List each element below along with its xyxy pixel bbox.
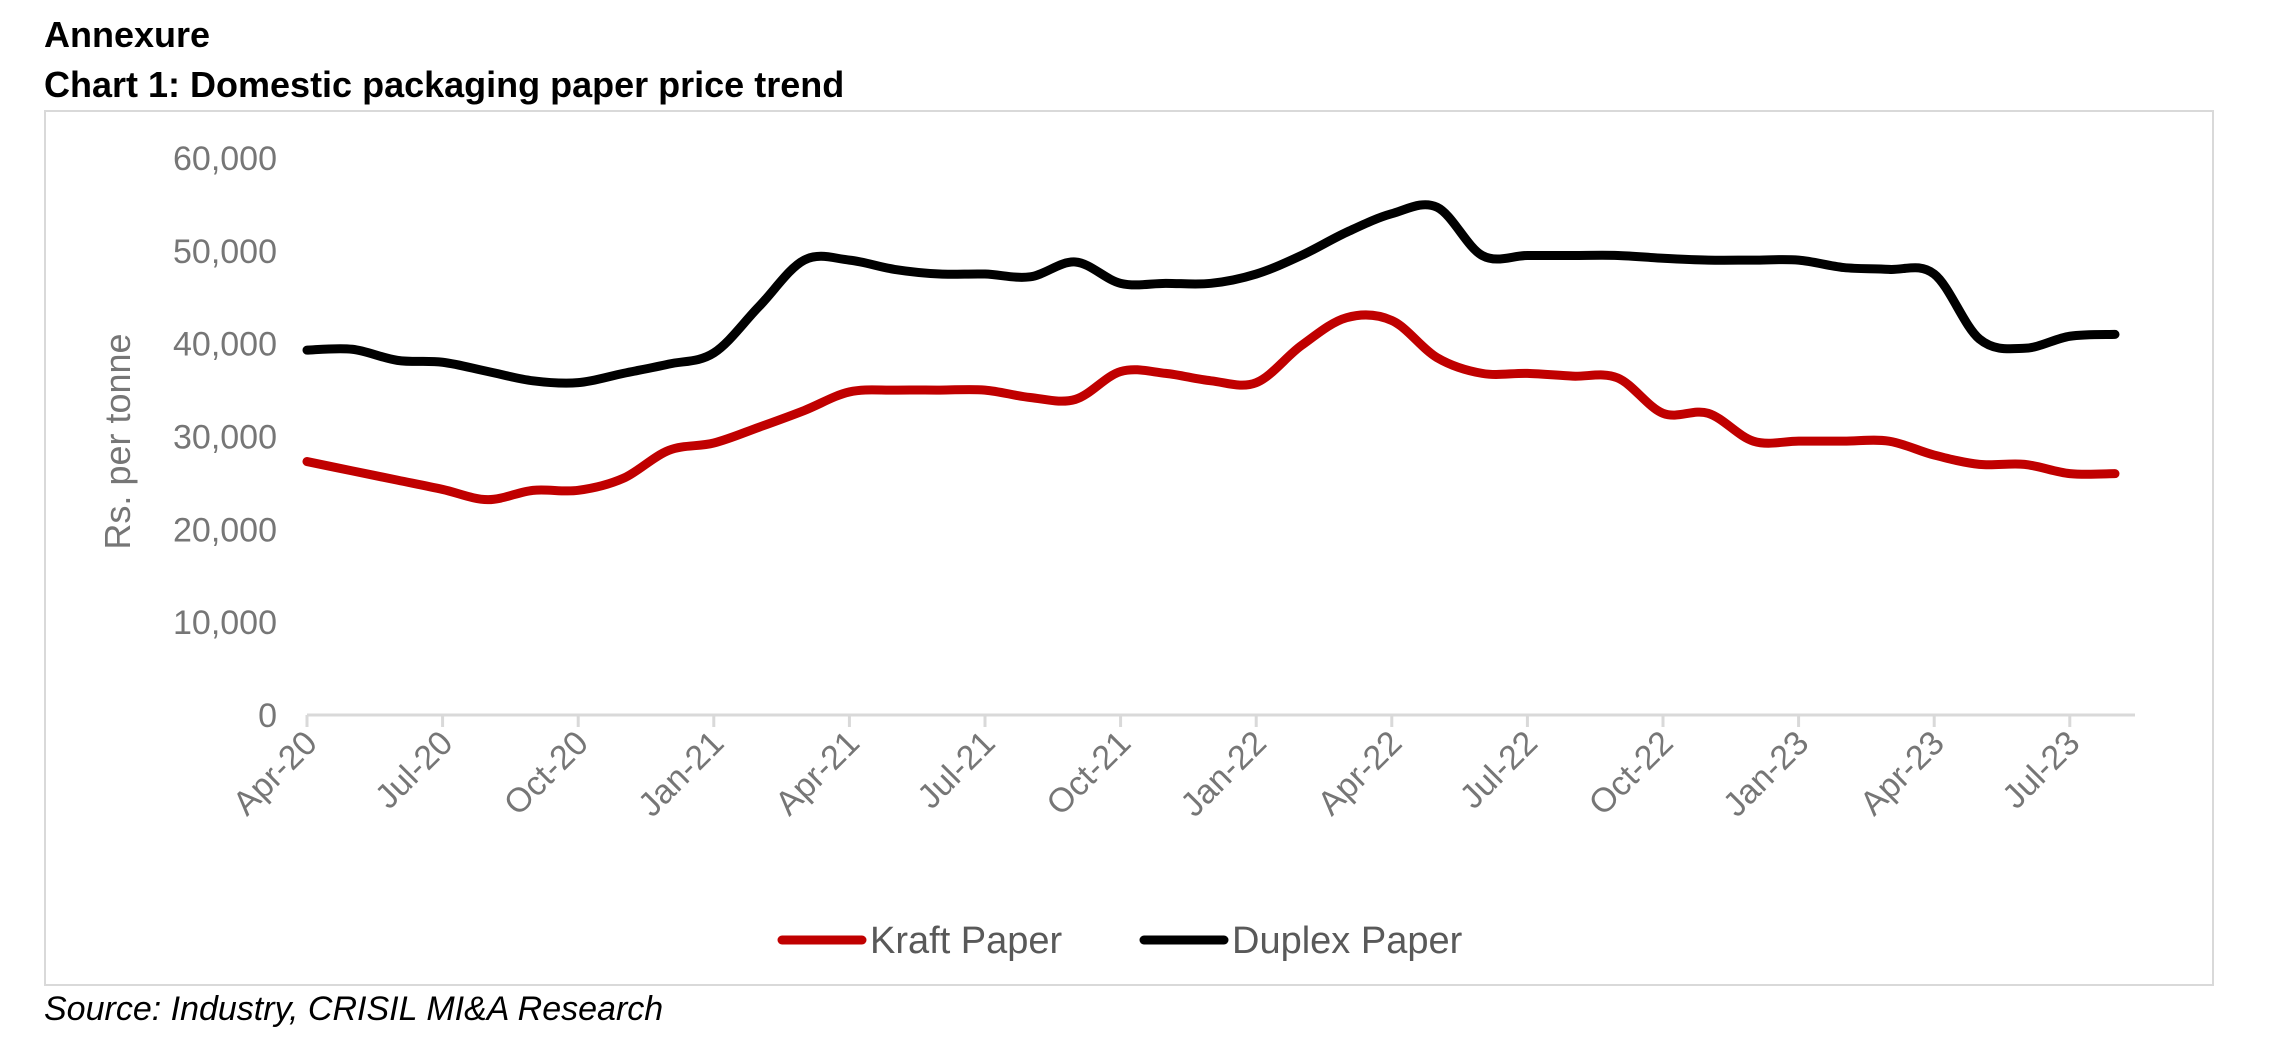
y-axis-label: Rs. per tonne: [97, 333, 138, 549]
x-tick-label: Oct-22: [1582, 724, 1681, 823]
x-tick-label: Apr-20: [226, 724, 325, 823]
x-tick-label: Apr-22: [1310, 724, 1409, 823]
kraft-paper-legend-label: Kraft Paper: [870, 920, 1063, 962]
x-tick-label: Jul-20: [368, 724, 460, 816]
annexure-heading: Annexure: [44, 14, 211, 55]
x-tick-label: Apr-23: [1853, 724, 1952, 823]
y-tick-label: 60,000: [173, 140, 277, 178]
x-tick-label: Jul-22: [1453, 724, 1545, 816]
x-tick-label: Oct-21: [1039, 724, 1138, 823]
x-tick-label: Jul-21: [910, 724, 1002, 816]
x-tick-label: Jan-21: [631, 724, 731, 824]
x-tick-label: Jul-23: [1995, 724, 2087, 816]
duplex-paper-legend-label: Duplex Paper: [1232, 920, 1463, 962]
line-chart: 0 10,000 20,000 30,000 40,000 50,000 60,000 Apr…: [97, 140, 2135, 962]
x-tick-label: Jan-23: [1716, 724, 1816, 824]
y-tick-label: 20,000: [173, 511, 277, 549]
x-tick-label: Apr-21: [768, 724, 867, 823]
x-tick-label: Jan-22: [1173, 724, 1273, 824]
source-note: Source: Industry, CRISIL MI&A Research: [44, 990, 664, 1028]
y-tick-label: 10,000: [173, 604, 277, 642]
x-tick-label: Oct-20: [497, 724, 596, 823]
y-tick-label: 30,000: [173, 419, 277, 457]
chart-frame: 0 10,000 20,000 30,000 40,000 50,000 60,000 Apr…: [44, 110, 2214, 986]
kraft-paper-series-line: [302, 310, 2120, 505]
y-tick-label: 40,000: [173, 326, 277, 364]
y-tick-label: 50,000: [173, 233, 277, 271]
duplex-paper-series-line: [302, 200, 2120, 388]
y-tick-label: 0: [258, 697, 277, 735]
chart-title: Chart 1: Domestic packaging paper price …: [44, 64, 845, 105]
